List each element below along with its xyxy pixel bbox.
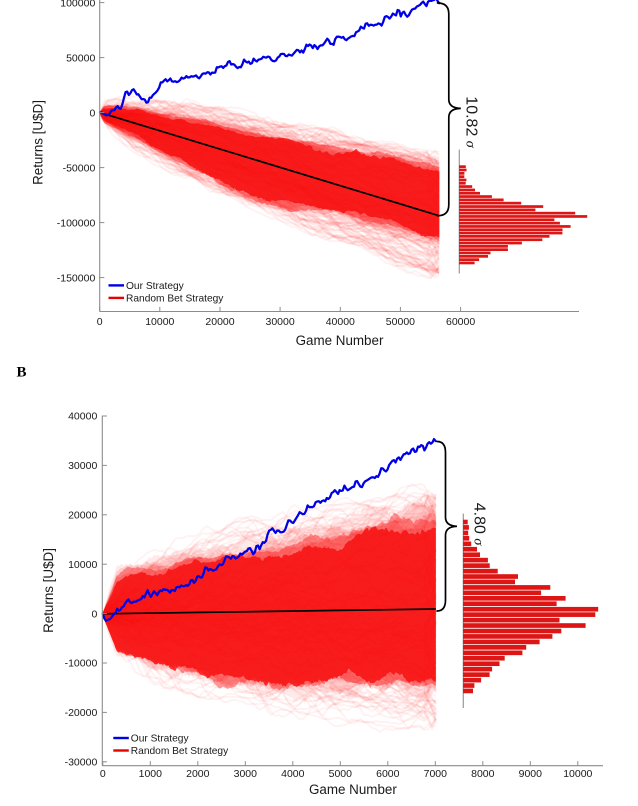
svg-text:10.82 σ: 10.82 σ: [463, 96, 480, 148]
svg-text:Our Strategy: Our Strategy: [126, 281, 185, 292]
svg-text:100000: 100000: [60, 0, 95, 9]
svg-text:0: 0: [100, 768, 106, 780]
svg-text:40000: 40000: [68, 411, 97, 423]
svg-text:4000: 4000: [281, 768, 305, 780]
svg-text:Game Number: Game Number: [296, 333, 384, 348]
svg-text:0: 0: [97, 316, 103, 328]
svg-text:20000: 20000: [68, 510, 97, 522]
svg-text:5000: 5000: [329, 768, 353, 780]
svg-text:B: B: [17, 364, 27, 380]
svg-text:-50000: -50000: [63, 162, 96, 174]
svg-text:6000: 6000: [376, 768, 400, 780]
svg-text:7000: 7000: [424, 768, 448, 780]
svg-text:40000: 40000: [326, 316, 355, 328]
svg-text:10000: 10000: [145, 316, 174, 328]
svg-text:0: 0: [91, 608, 97, 620]
svg-text:3000: 3000: [234, 768, 258, 780]
svg-text:-30000: -30000: [65, 757, 98, 769]
svg-text:60000: 60000: [446, 316, 475, 328]
svg-text:0: 0: [89, 107, 95, 119]
svg-text:1000: 1000: [139, 768, 163, 780]
svg-text:-100000: -100000: [57, 217, 96, 229]
svg-text:-10000: -10000: [65, 658, 98, 670]
svg-text:Our Strategy: Our Strategy: [131, 734, 190, 745]
svg-text:2000: 2000: [186, 768, 210, 780]
svg-text:-150000: -150000: [57, 272, 96, 284]
svg-text:Random Bet Strategy: Random Bet Strategy: [126, 293, 224, 304]
svg-text:50000: 50000: [66, 52, 95, 64]
svg-text:-20000: -20000: [65, 707, 98, 719]
svg-text:9000: 9000: [519, 768, 543, 780]
svg-text:30000: 30000: [68, 460, 97, 472]
svg-text:Returns [U$D]: Returns [U$D]: [31, 100, 46, 185]
svg-text:10000: 10000: [68, 559, 97, 571]
svg-text:Returns [U$D]: Returns [U$D]: [41, 548, 56, 633]
svg-text:50000: 50000: [386, 316, 415, 328]
svg-text:4.80 σ: 4.80 σ: [471, 503, 488, 547]
svg-text:Game Number: Game Number: [309, 782, 397, 797]
svg-text:Random Bet Strategy: Random Bet Strategy: [131, 746, 229, 757]
svg-text:10000: 10000: [563, 768, 592, 780]
svg-text:20000: 20000: [205, 316, 234, 328]
svg-text:30000: 30000: [265, 316, 294, 328]
svg-text:8000: 8000: [471, 768, 495, 780]
